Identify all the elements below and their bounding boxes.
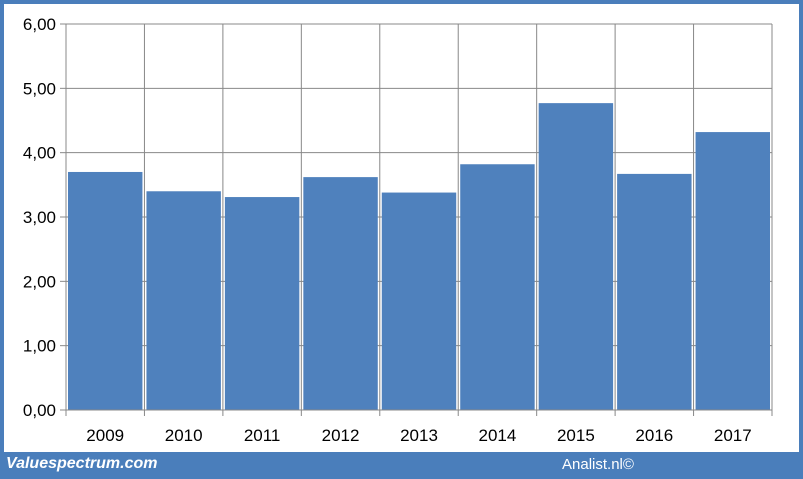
y-tick-label: 4,00 — [23, 144, 56, 163]
bar-2012 — [303, 177, 378, 410]
x-tick-label: 2017 — [714, 426, 752, 445]
x-tick-label: 2009 — [86, 426, 124, 445]
bar-2016 — [617, 173, 692, 410]
footer-band — [0, 452, 803, 479]
bar-2014 — [460, 164, 535, 410]
y-tick-labels: 0,00 1,00 2,00 3,00 4,00 5,00 6,00 — [23, 15, 56, 420]
footer-brand-right: Analist.nl© — [562, 456, 634, 473]
y-tick-label: 5,00 — [23, 79, 56, 98]
y-tick-label: 3,00 — [23, 208, 56, 227]
x-tick-label: 2016 — [635, 426, 673, 445]
x-tick-label: 2014 — [479, 426, 517, 445]
chart-bars — [68, 103, 770, 410]
x-tick-label: 2012 — [322, 426, 360, 445]
x-tick-label: 2013 — [400, 426, 438, 445]
y-tick-label: 0,00 — [23, 401, 56, 420]
x-tick-label: 2011 — [244, 426, 281, 445]
bar-2009 — [68, 171, 143, 410]
x-tick-label: 2015 — [557, 426, 595, 445]
bar-2015 — [538, 103, 614, 410]
bar-2013 — [381, 192, 457, 410]
x-tick-label: 2010 — [165, 426, 203, 445]
x-tick-labels: 2009 2010 2011 2012 2013 2014 2015 2016 2017 — [86, 426, 751, 445]
y-tick-label: 2,00 — [23, 272, 56, 291]
bar-2010 — [146, 191, 221, 410]
footer-brand-left: Valuespectrum.com — [6, 455, 158, 472]
bar-2011 — [224, 197, 300, 410]
y-tick-label: 1,00 — [23, 337, 56, 356]
chart-axes — [60, 23, 772, 411]
y-tick-label: 6,00 — [23, 15, 56, 34]
bar-2017 — [695, 132, 770, 410]
